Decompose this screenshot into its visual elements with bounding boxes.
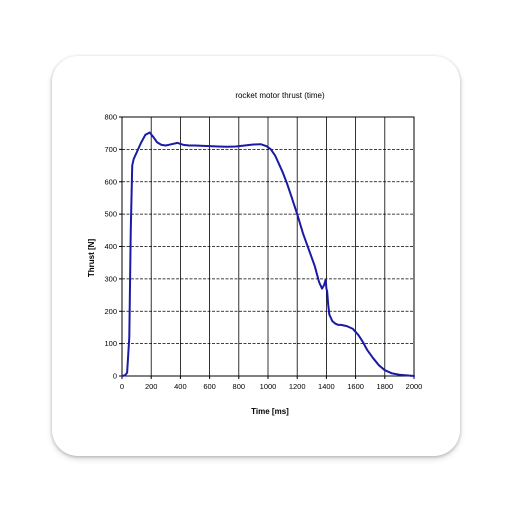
y-tick-label: 700: [104, 145, 117, 154]
thrust-series-line: [121, 131, 415, 377]
x-tick-label: 2000: [406, 382, 423, 391]
y-tick-label: 400: [104, 242, 117, 251]
x-axis-label: Time [ms]: [251, 407, 289, 416]
x-tick-label: 1000: [260, 382, 277, 391]
y-tick-label: 500: [104, 210, 117, 219]
x-tick-label: 0: [120, 382, 124, 391]
x-tick-label: 1200: [289, 382, 306, 391]
x-tick-label: 1800: [376, 382, 393, 391]
y-tick-label: 100: [104, 339, 117, 348]
app-icon-card: [52, 56, 460, 456]
y-tick-label: 300: [104, 274, 117, 283]
x-tick-label: 200: [145, 382, 158, 391]
grid: [122, 117, 414, 376]
y-tick-label: 600: [104, 177, 117, 186]
x-tick-label: 1600: [347, 382, 364, 391]
y-tick-label: 800: [104, 113, 117, 122]
axis-ticks: 0 100 200 300 400 500 600 700 800 0 200 400 600 800 10…: [104, 113, 422, 391]
y-tick-label: 200: [104, 307, 117, 316]
x-tick-label: 400: [174, 382, 187, 391]
y-axis-label: Thrust [N]: [87, 239, 96, 278]
x-tick-label: 1400: [318, 382, 335, 391]
chart-title: rocket motor thrust (time): [235, 91, 325, 100]
x-tick-label: 600: [203, 382, 216, 391]
x-tick-label: 800: [233, 382, 246, 391]
y-tick-label: 0: [113, 372, 117, 381]
